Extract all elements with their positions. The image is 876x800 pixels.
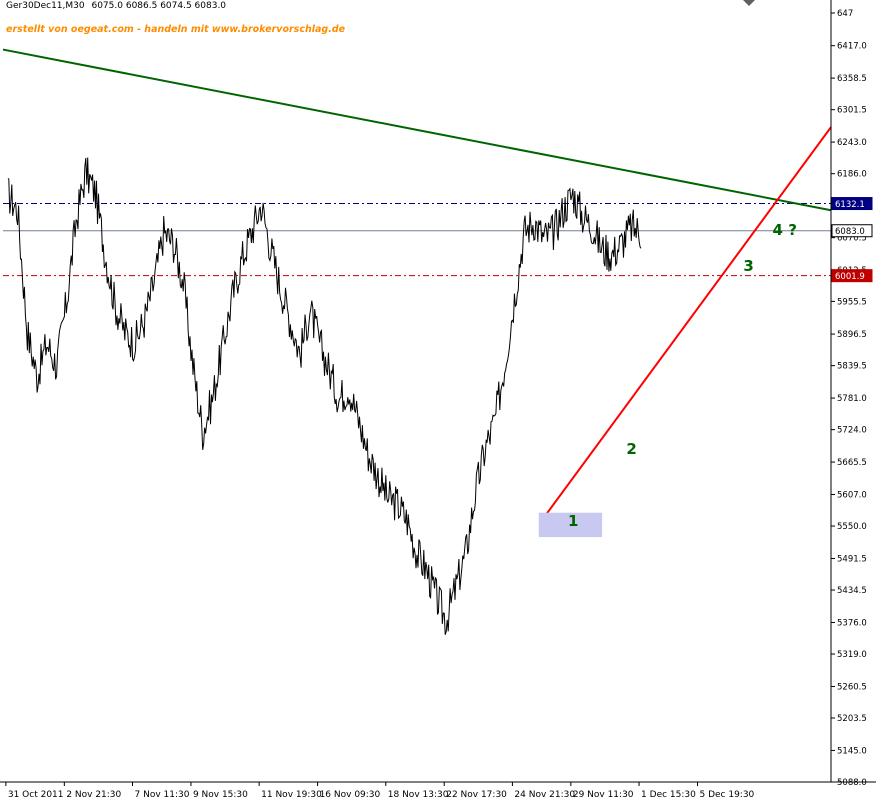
x-tick-label: 18 Nov 13:30 [388,790,449,800]
level-tag-bg [831,197,873,211]
x-tick-label: 22 Nov 17:30 [446,790,507,800]
y-tick-label: 5088.0 [837,778,867,788]
y-tick-label: 5376.0 [837,618,867,628]
wave-label: 2 [626,440,636,458]
y-tick-label: 6417.0 [837,42,867,52]
x-tick-label: 29 Nov 11:30 [573,790,634,800]
trendline-resistance [2,48,832,212]
wave-label: 4 ? [773,221,797,239]
level-tag-label: 6132.1 [835,200,865,210]
y-tick-label: 5607.0 [837,490,867,500]
wave-1-zone [538,512,603,538]
chart-header: Ger30Dec11,M30 6075.0 6086.5 6074.5 6083… [6,1,226,11]
y-tick-label: 5896.5 [837,330,867,340]
x-tick-label: 1 Dec 15:30 [641,790,696,800]
y-tick-label: 5665.5 [837,458,867,468]
horizontal-levels [3,203,831,277]
level-tag-label: 6001.9 [835,272,865,282]
symbol-label: Ger30Dec11,M30 [6,1,85,11]
y-tick-label: 6243.0 [837,138,867,148]
diamond-marker-icon [743,0,755,6]
price-line [7,157,642,635]
wave-label: 3 [743,257,753,275]
trendlines [2,48,832,522]
level-tags: 6132.1 6083.0 6001.9 [831,197,873,283]
x-tick-label: 7 Nov 11:30 [135,790,190,800]
trendline-support [540,126,832,522]
y-tick-label: 6186.0 [837,170,867,180]
y-tick-label: 5434.5 [837,586,867,596]
axes [0,0,876,783]
x-tick-label: 2 Nov 21:30 [66,790,121,800]
y-tick-label: 6301.5 [837,106,867,116]
y-tick-label: 5781.0 [837,394,867,404]
y-tick-label: 5724.0 [837,426,867,436]
x-axis-labels: 31 Oct 2011 2 Nov 21:30 7 Nov 11:30 9 Nov 1… [5,782,755,800]
y-tick-label: 647 [837,9,853,19]
credit-text: erstellt von oegeat.com - handeln mit ww… [6,24,346,35]
x-tick-label: 9 Nov 15:30 [193,790,248,800]
y-tick-label: 6070.5 [837,234,867,244]
level-tag-bg [831,269,873,283]
y-tick-label: 5319.0 [837,650,867,660]
y-tick-label: 5491.5 [837,554,867,564]
level-tag-bg [831,224,873,238]
highlight-box [538,512,603,538]
x-tick-label: 24 Nov 21:30 [514,790,575,800]
y-tick-label: 5260.5 [837,682,867,692]
wave-labels: 1 2 3 4 ? [568,221,797,530]
level-tag-label: 6083.0 [835,227,865,237]
x-tick-label: 31 Oct 2011 [8,790,64,800]
ohlc-values: 6075.0 6086.5 6074.5 6083.0 [91,1,227,11]
y-axis-labels: 6476417.06358.56301.56243.06186.06070.56… [831,9,867,788]
wave-label: 1 [568,512,578,530]
y-tick-label: 5550.0 [837,522,867,532]
price-series [7,157,642,635]
y-tick-label: 5203.5 [837,714,867,724]
x-tick-label: 16 Nov 09:30 [320,790,381,800]
x-tick-label: 11 Nov 19:30 [261,790,322,800]
y-tick-label: 6358.5 [837,74,867,84]
y-tick-label: 5955.5 [837,297,867,307]
y-tick-label: 5145.0 [837,746,867,756]
y-tick-label: 5839.5 [837,362,867,372]
x-tick-label: 5 Dec 19:30 [699,790,754,800]
